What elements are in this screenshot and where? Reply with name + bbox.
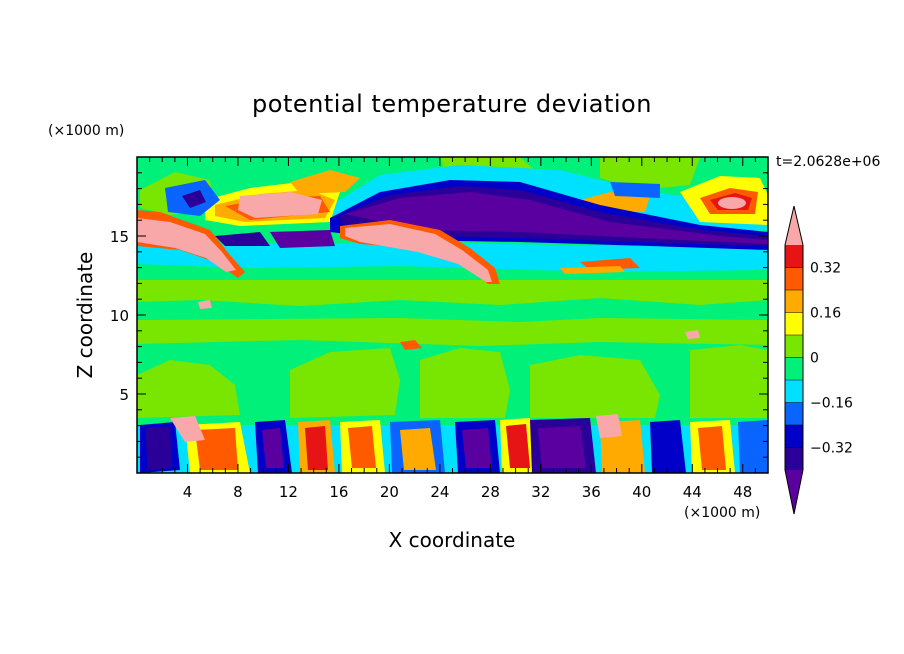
lower-cell [170, 416, 205, 442]
pink-blob [238, 192, 322, 218]
pink-blob [718, 197, 746, 209]
x-tick-label: 28 [481, 483, 500, 501]
x-tick-label: 48 [733, 483, 752, 501]
cold-blob [182, 190, 206, 208]
lower-cell [738, 420, 768, 473]
colorbar-tick-label: −0.32 [810, 441, 853, 457]
colorbar-extend-high [785, 206, 803, 245]
yellowgreen-patch [600, 157, 700, 190]
y-tick-label: 15 [110, 228, 129, 246]
colorbar-band [785, 402, 803, 425]
colorbar-band [785, 447, 803, 470]
lower-cell [506, 424, 530, 468]
yellowgreen-patch [290, 348, 400, 418]
colorbar-tick-label: −0.16 [810, 396, 853, 412]
lower-cell [262, 428, 284, 468]
warm-tongue [137, 218, 236, 272]
yellowgreen-patch [137, 318, 768, 346]
colorbar-tick-label: 0.16 [810, 306, 841, 322]
y-tick-label: 10 [110, 307, 129, 325]
colorbar-band [785, 312, 803, 335]
lower-cell [538, 426, 586, 468]
x-tick-label: 16 [329, 483, 348, 501]
time-label: t=2.0628e+06 [776, 154, 880, 170]
yellowgreen-patch [530, 355, 660, 418]
x-axis-label: X coordinate [389, 528, 516, 552]
small-blob [685, 330, 700, 339]
x-tick-label: 40 [632, 483, 651, 501]
y-tick-label: 5 [119, 386, 129, 404]
colorbar-band [785, 357, 803, 380]
contour-field [137, 157, 768, 473]
yellowgreen-patch [420, 348, 510, 418]
colorbar-outline [784, 205, 804, 515]
x-tick-label: 8 [233, 483, 243, 501]
colorbar-band [785, 267, 803, 290]
cold-band [345, 192, 768, 244]
cold-band [215, 232, 270, 246]
lower-cell [305, 426, 328, 470]
warm-blob [290, 170, 360, 194]
cold-band [270, 230, 335, 248]
x-unit-label: (×1000 m) [684, 505, 760, 521]
x-tick-label: 44 [683, 483, 702, 501]
lower-cell [698, 426, 726, 470]
colorbar-band [785, 380, 803, 403]
lower-cell [462, 428, 492, 468]
colorbar-band [785, 425, 803, 448]
colorbar-tick-label: 0 [810, 351, 819, 367]
x-tick-label: 12 [279, 483, 298, 501]
lower-cell [145, 426, 172, 470]
yellowgreen-patch [137, 360, 240, 418]
yellowgreen-patch [137, 280, 768, 306]
cold-blob [610, 182, 660, 198]
chart-title: potential temperature deviation [252, 90, 652, 118]
colorbar-band [785, 335, 803, 358]
warm-tongue [345, 224, 492, 282]
lower-cell [195, 428, 238, 470]
colorbar-tick-label: 0.32 [810, 261, 841, 277]
lower-cell [650, 420, 686, 473]
colorbar: 0.32 0.16 0 −0.16 −0.32 [784, 205, 853, 515]
warm-strip [560, 266, 625, 274]
small-blob [198, 300, 212, 309]
colorbar-band [785, 290, 803, 313]
colorbar-extend-low [785, 470, 803, 514]
x-tick-label: 20 [380, 483, 399, 501]
lower-cell [348, 426, 376, 468]
lower-cell [596, 414, 622, 438]
x-tick-label: 24 [430, 483, 449, 501]
x-tick-label: 36 [582, 483, 601, 501]
small-blob [400, 340, 422, 350]
y-axis-label: Z coordinate [73, 252, 97, 379]
x-tick-label: 32 [531, 483, 550, 501]
y-unit-label: (×1000 m) [48, 123, 124, 139]
x-tick-label: 4 [183, 483, 193, 501]
yellowgreen-patch [690, 345, 768, 418]
lower-cell [400, 428, 436, 470]
colorbar-band [785, 245, 803, 268]
